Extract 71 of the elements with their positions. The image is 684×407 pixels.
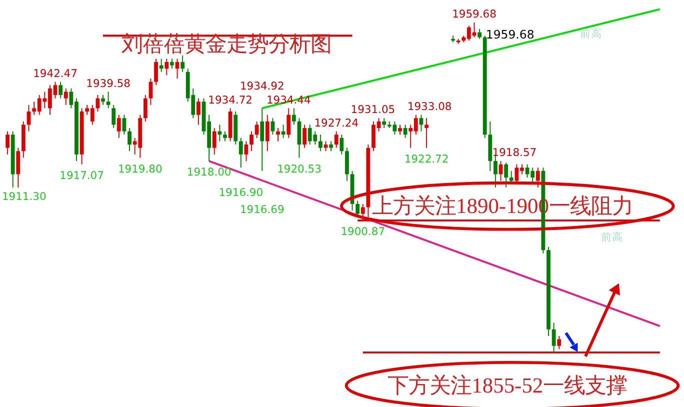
candlestick — [64, 88, 68, 106]
candlestick — [96, 94, 100, 112]
candlestick — [286, 108, 291, 138]
candlestick — [254, 120, 259, 138]
candlestick — [128, 128, 132, 152]
candlestick — [398, 124, 402, 136]
annotation: 1933.08 — [407, 100, 452, 113]
candlestick — [106, 91, 110, 109]
candlestick — [292, 108, 296, 126]
annotation: 1911.30 — [2, 190, 46, 204]
candlestick — [302, 124, 306, 148]
candlestick — [403, 124, 408, 138]
candlestick — [16, 147, 20, 188]
annotation: 1959.68 — [486, 27, 534, 42]
candlestick — [159, 58, 164, 72]
candlestick — [504, 162, 508, 188]
candlestick — [260, 108, 264, 172]
candlestick — [424, 118, 428, 148]
annotation: 1934.72 — [208, 93, 252, 106]
candlestick — [164, 58, 169, 76]
candlestick — [212, 128, 216, 155]
annotation: 1917.07 — [60, 168, 104, 182]
candlestick — [116, 114, 121, 138]
candlestick — [6, 130, 10, 155]
annotation: 1900.87 — [340, 225, 386, 238]
annotation: 1918.00 — [186, 166, 232, 179]
annotation: 1959.68 — [452, 8, 497, 21]
annotation: 1942.47 — [33, 66, 78, 80]
annotation: 1920.53 — [277, 162, 322, 176]
candlestick — [223, 130, 227, 142]
candlestick — [552, 322, 556, 353]
candlestick — [244, 140, 248, 162]
candlestick — [557, 335, 562, 350]
candlestick — [148, 78, 153, 106]
candlestick — [218, 124, 222, 142]
text: 下方关注1855-52一线支撑 — [388, 373, 628, 398]
annotation: 1922.72 — [404, 152, 449, 166]
candlestick — [143, 94, 148, 122]
annotation: 1919.80 — [118, 162, 162, 176]
candlestick — [101, 94, 105, 106]
candlestick — [238, 137, 243, 168]
annotation: 1918.57 — [492, 146, 537, 160]
candlestick — [58, 81, 63, 99]
annotation: 1939.58 — [86, 76, 131, 90]
text: 刘蓓蓓黄金走势分析图 — [121, 32, 332, 56]
annotation: 1916.90 — [218, 186, 264, 199]
candlestick — [270, 118, 275, 136]
candlestick — [382, 118, 386, 129]
annotation: 1927.24 — [314, 116, 359, 130]
annotation: 前高 — [580, 27, 602, 40]
candlestick — [340, 134, 344, 155]
candlestick — [318, 134, 322, 152]
candlestick — [281, 124, 286, 138]
candlestick — [196, 98, 200, 126]
candlestick — [122, 114, 126, 136]
candlestick — [265, 114, 270, 152]
candlestick — [478, 28, 482, 40]
annotation: 1931.05 — [350, 103, 396, 116]
candlestick — [154, 58, 158, 86]
candlestick — [276, 128, 280, 142]
candlestick — [112, 104, 116, 129]
candlestick — [329, 140, 334, 152]
annotation: 前高 — [601, 230, 624, 244]
annotation: 1916.69 — [240, 202, 284, 216]
candlestick — [250, 130, 254, 152]
annotation: 1934.92 — [240, 80, 284, 93]
candlestick — [334, 130, 338, 148]
candlestick — [345, 147, 349, 182]
candlestick — [324, 140, 328, 152]
candlestick — [170, 58, 174, 70]
candlestick — [180, 54, 185, 72]
